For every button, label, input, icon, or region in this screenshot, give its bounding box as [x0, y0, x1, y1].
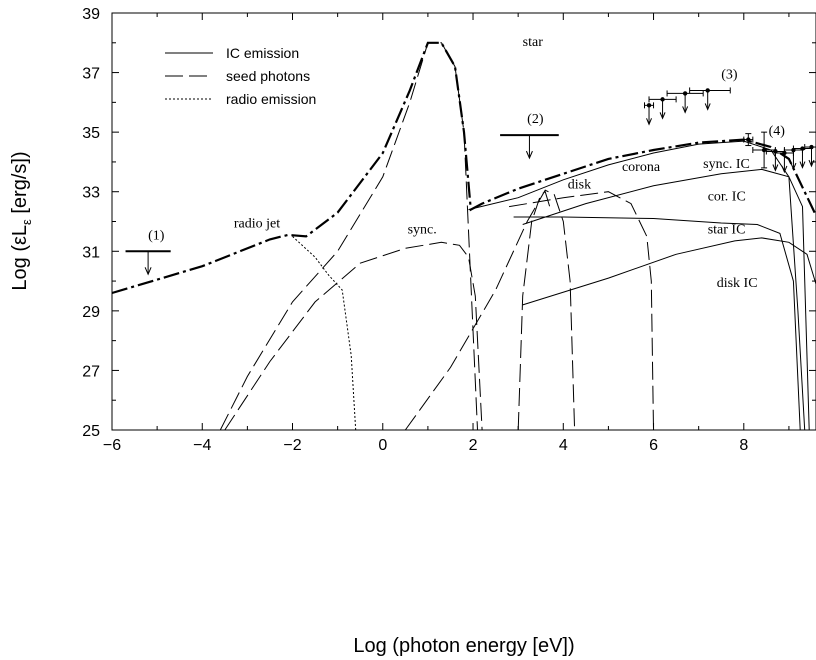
y-tick-label: 29: [82, 304, 100, 321]
legend-label-radio: radio emission: [226, 91, 316, 107]
series-line: [224, 241, 483, 431]
y-axis-title-subscript: ε: [19, 219, 34, 225]
upper-limit-arrow: [525, 150, 533, 160]
annotation-label: sync.: [408, 222, 437, 237]
y-axis-title-main: Log (εL: [9, 225, 31, 291]
data-point-limit-arrow: [704, 103, 711, 111]
x-tick-label: 4: [559, 437, 568, 454]
y-tick-label: 25: [82, 423, 100, 440]
x-tick-label: −2: [283, 437, 301, 454]
x-axis: −6 −4 −2 0 2 4 6 8: [103, 13, 790, 454]
legend: IC emission seed photons radio emission: [165, 45, 316, 107]
series-line: [522, 168, 810, 431]
annotation-label: corona: [622, 160, 661, 175]
data-point-limit-arrow: [646, 118, 652, 126]
data-point-limit-arrow: [799, 161, 806, 169]
annotation-label: (4): [769, 124, 786, 139]
annotation-label: cor. IC: [708, 190, 746, 205]
legend-label-seed: seed photons: [226, 68, 310, 84]
y-axis-title: Log (εLε [erg/s]): [9, 151, 34, 290]
y-tick-label: 31: [82, 244, 100, 261]
data-point-limit-arrow: [790, 162, 797, 171]
series-line: [292, 236, 357, 431]
annotations-layer: star (3) (1) (2) (4) radio jet sync. disk corona…: [148, 35, 785, 291]
annotation-label: radio jet: [234, 216, 280, 231]
annotation-label: (3): [721, 68, 738, 83]
y-tick-label: 27: [82, 363, 100, 380]
x-tick-label: 8: [739, 437, 748, 454]
x-tick-label: 0: [378, 437, 387, 454]
series-layer: [111, 41, 816, 431]
series-line: [111, 41, 816, 295]
series-line: [513, 216, 801, 431]
y-axis-title-unit: [erg/s]): [9, 151, 31, 219]
series-line: [509, 191, 654, 431]
y-tick-label: 33: [82, 185, 100, 202]
annotation-label: star: [523, 35, 544, 50]
data-point-limit-arrow: [659, 112, 666, 120]
annotation-label: disk: [568, 178, 591, 193]
y-axis: 25 27 29 31 33 35 37 39: [82, 6, 816, 440]
y-tick-label: 35: [82, 125, 100, 142]
x-tick-label: 2: [469, 437, 478, 454]
annotation-label: disk IC: [717, 276, 758, 291]
data-points-layer: [125, 87, 816, 276]
x-axis-title: Log (photon energy [eV]): [353, 635, 574, 657]
data-point-limit-arrow: [682, 106, 689, 114]
x-tick-label: −6: [103, 437, 121, 454]
series-line: [468, 140, 806, 431]
x-tick-label: −4: [193, 437, 211, 454]
series-line: [219, 42, 478, 431]
data-point-limit-arrow: [772, 164, 779, 172]
data-point-limit-arrow: [781, 165, 788, 174]
y-tick-label: 39: [82, 6, 100, 23]
annotation-label: (2): [527, 112, 544, 127]
y-tick-label: 37: [82, 66, 100, 83]
annotation-label: (1): [148, 228, 165, 243]
data-point-limit-arrow: [808, 159, 815, 168]
upper-limit-arrow: [144, 267, 152, 276]
annotation-label: sync. IC: [703, 157, 750, 172]
legend-label-ic: IC emission: [226, 45, 299, 61]
series-line: [404, 189, 576, 431]
x-tick-label: 6: [649, 437, 658, 454]
series-line: [517, 190, 551, 431]
annotation-label: star IC: [708, 222, 746, 237]
